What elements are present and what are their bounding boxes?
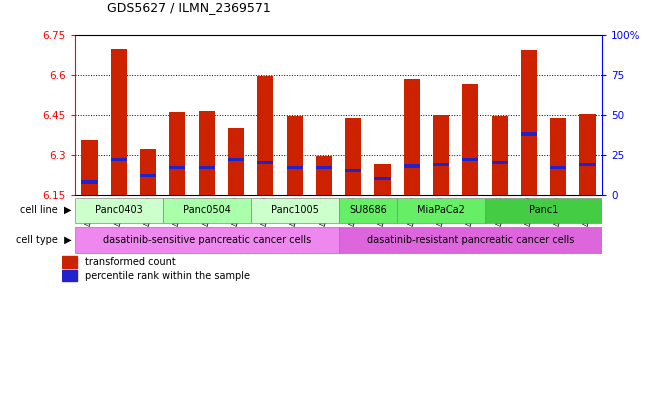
Text: transformed count: transformed count: [85, 257, 175, 267]
Bar: [199, 166, 215, 169]
Bar: [62, 256, 77, 268]
Text: SU8686: SU8686: [349, 205, 387, 215]
Bar: [286, 116, 303, 195]
Bar: [374, 177, 391, 180]
Bar: [286, 166, 303, 169]
Bar: [111, 158, 127, 161]
Bar: [492, 161, 508, 164]
Bar: [316, 166, 332, 169]
Bar: [521, 132, 537, 136]
Bar: [339, 198, 397, 223]
Bar: [339, 228, 602, 253]
Bar: [169, 112, 186, 195]
Bar: [550, 118, 566, 195]
Bar: [251, 198, 339, 223]
Bar: [462, 158, 478, 161]
Text: percentile rank within the sample: percentile rank within the sample: [85, 270, 249, 281]
Text: dasatinib-resistant pancreatic cancer cells: dasatinib-resistant pancreatic cancer ce…: [367, 235, 574, 245]
Text: MiaPaCa2: MiaPaCa2: [417, 205, 465, 215]
Bar: [199, 111, 215, 195]
Bar: [163, 198, 251, 223]
Text: cell line  ▶: cell line ▶: [20, 205, 72, 215]
Bar: [75, 228, 339, 253]
Bar: [228, 128, 244, 195]
Bar: [345, 169, 361, 173]
Bar: [257, 77, 273, 195]
Bar: [433, 163, 449, 166]
Bar: [228, 158, 244, 161]
Bar: [316, 156, 332, 195]
Bar: [81, 140, 98, 195]
Bar: [140, 149, 156, 195]
Bar: [169, 166, 186, 169]
Text: Panc1005: Panc1005: [271, 205, 318, 215]
Bar: [345, 118, 361, 195]
Bar: [521, 50, 537, 195]
Text: cell type  ▶: cell type ▶: [16, 235, 72, 245]
Bar: [404, 164, 420, 167]
Bar: [62, 270, 77, 281]
Bar: [492, 116, 508, 195]
Bar: [397, 198, 485, 223]
Bar: [140, 174, 156, 177]
Bar: [374, 164, 391, 195]
Bar: [462, 84, 478, 195]
Bar: [579, 114, 596, 195]
Bar: [485, 198, 602, 223]
Bar: [579, 163, 596, 166]
Text: Panc0504: Panc0504: [183, 205, 230, 215]
Bar: [433, 115, 449, 195]
Bar: [111, 49, 127, 195]
Bar: [257, 161, 273, 164]
Text: GDS5627 / ILMN_2369571: GDS5627 / ILMN_2369571: [107, 1, 271, 14]
Text: Panc0403: Panc0403: [95, 205, 143, 215]
Bar: [81, 180, 98, 184]
Bar: [75, 198, 163, 223]
Bar: [550, 166, 566, 169]
Bar: [404, 79, 420, 195]
Text: dasatinib-sensitive pancreatic cancer cells: dasatinib-sensitive pancreatic cancer ce…: [103, 235, 311, 245]
Text: Panc1: Panc1: [529, 205, 559, 215]
